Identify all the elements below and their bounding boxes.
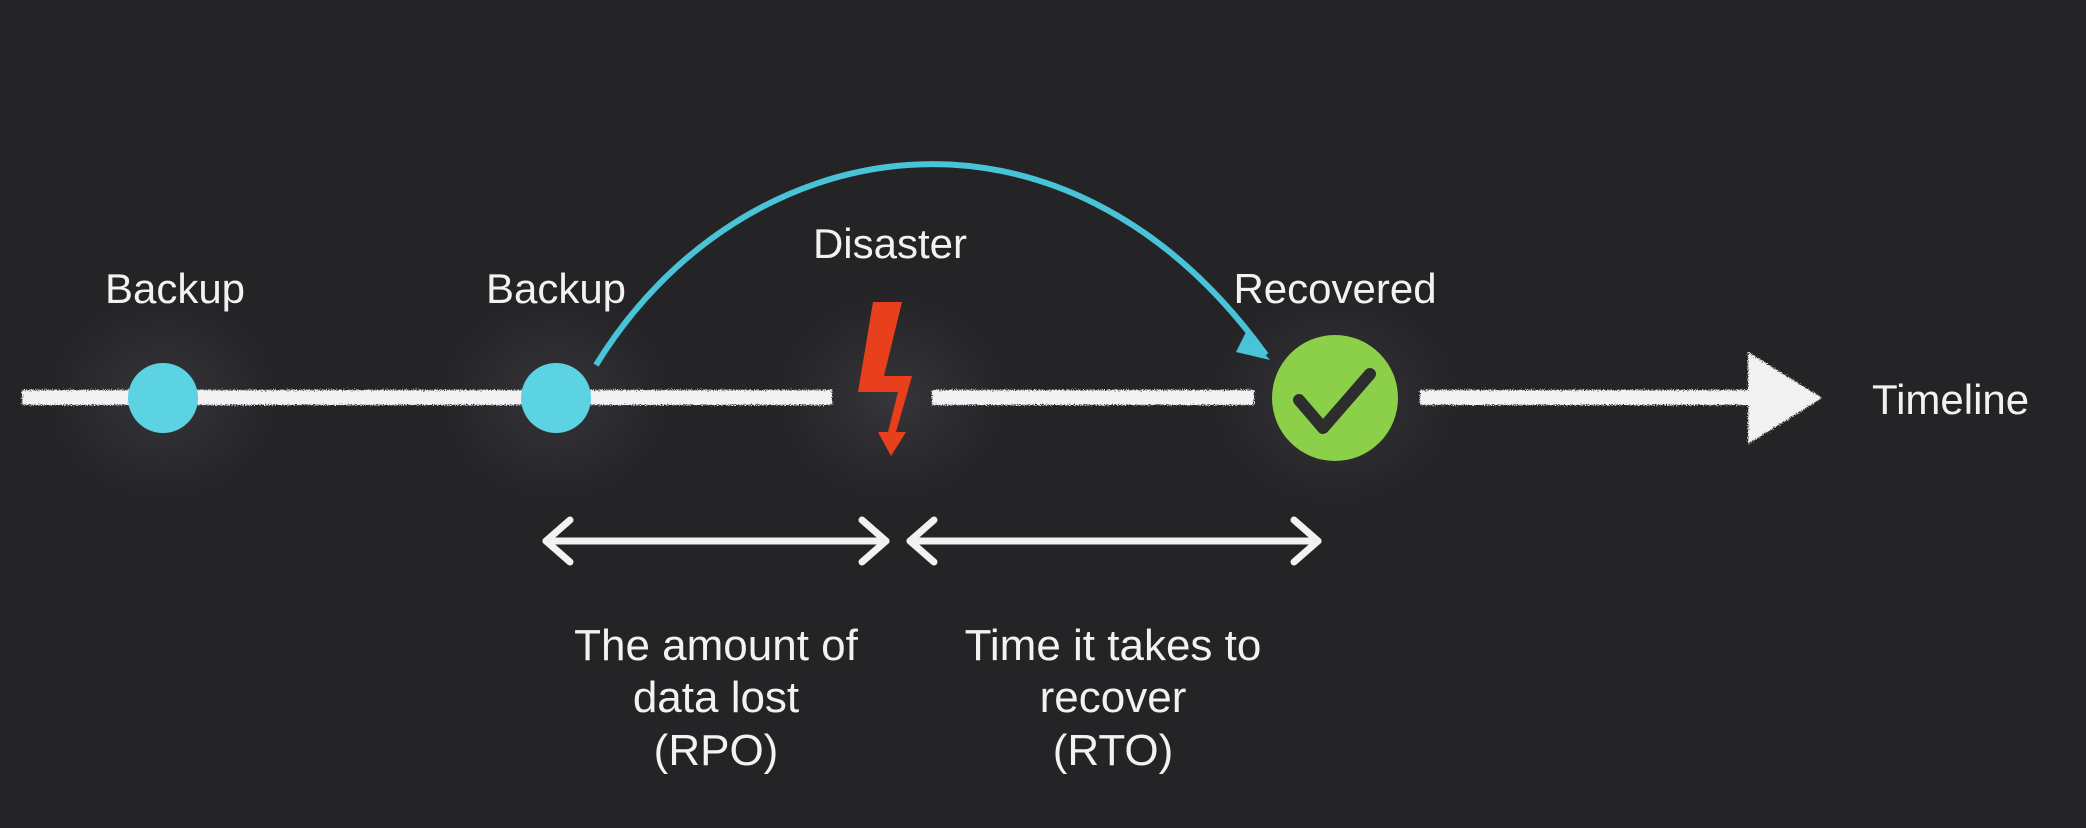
rto-line-1: Time it takes to bbox=[965, 621, 1262, 670]
backup-label-2: Backup bbox=[486, 265, 626, 312]
backup-dot-1 bbox=[128, 363, 198, 433]
recovery-arc bbox=[593, 161, 1269, 367]
lightning-bolt-icon bbox=[858, 302, 912, 456]
timeline-label: Timeline bbox=[1872, 376, 2029, 423]
rpo-span-arrow bbox=[542, 516, 890, 566]
rpo-line-1: The amount of bbox=[574, 621, 858, 670]
backup-dot-2 bbox=[521, 363, 591, 433]
rpo-line-2: data lost bbox=[633, 673, 799, 722]
timeline-line bbox=[22, 390, 1770, 405]
backup-label-1: Backup bbox=[105, 265, 245, 312]
recovery-arc-head bbox=[1236, 332, 1270, 360]
rpo-description: The amount of data lost (RPO) bbox=[574, 621, 858, 775]
checkmark-icon bbox=[1272, 335, 1398, 461]
rto-line-2: recover bbox=[1040, 673, 1187, 722]
rto-line-3: (RTO) bbox=[1053, 726, 1174, 775]
recovered-label: Recovered bbox=[1233, 265, 1436, 312]
disaster-label: Disaster bbox=[813, 220, 967, 267]
rpo-line-3: (RPO) bbox=[654, 726, 779, 775]
arrow-head-icon bbox=[1748, 352, 1822, 444]
rto-span-arrow bbox=[906, 516, 1322, 566]
rto-description: Time it takes to recover (RTO) bbox=[965, 621, 1262, 775]
